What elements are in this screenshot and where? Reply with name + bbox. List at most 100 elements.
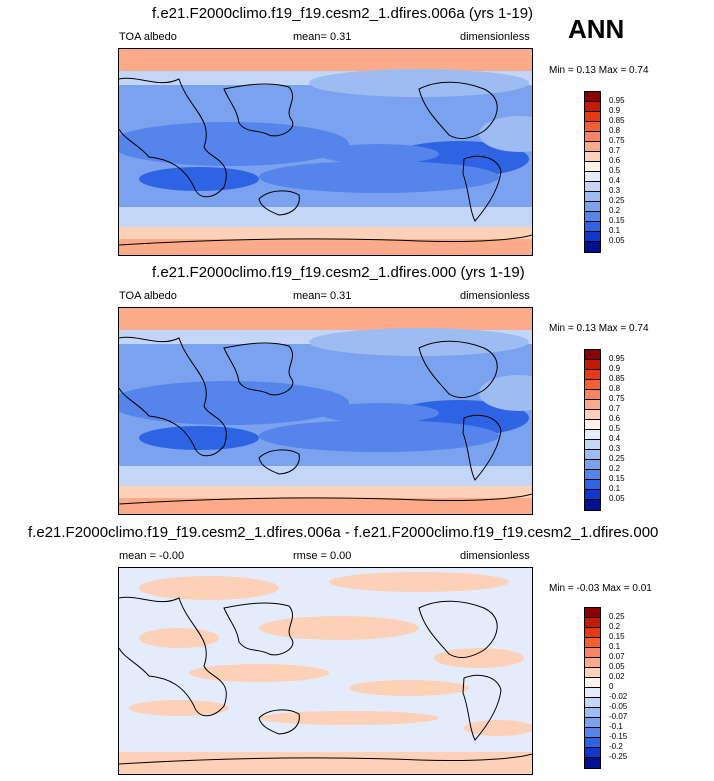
colorbar-tick-label: 0.1 — [609, 226, 621, 235]
colorbar-tick-label: 0.02 — [609, 672, 625, 681]
colorbar-swatch — [585, 410, 600, 420]
colorbar-swatch — [585, 350, 600, 360]
colorbar-swatch — [585, 400, 600, 410]
colorbar-swatch — [585, 638, 600, 648]
panel-1-minmax: Min = 0.13 Max = 0.74 — [549, 65, 649, 76]
colorbar-swatch — [585, 440, 600, 450]
colorbar-swatch — [585, 658, 600, 668]
colorbar-swatch — [585, 232, 600, 242]
colorbar-swatch — [585, 648, 600, 658]
colorbar-tick-label: 0.85 — [609, 116, 625, 125]
colorbar-tick-label: 0.5 — [609, 424, 621, 433]
colorbar-swatch — [585, 618, 600, 628]
colorbar-tick-label: 0.05 — [609, 236, 625, 245]
colorbar-tick-label: -0.07 — [609, 712, 628, 721]
panel-2-minmax: Min = 0.13 Max = 0.74 — [549, 323, 649, 334]
colorbar-tick-label: 0.8 — [609, 384, 621, 393]
panel-2-colorbar — [584, 349, 601, 511]
colorbar-tick-label: 0.2 — [609, 622, 621, 631]
colorbar-tick-label: 0.2 — [609, 464, 621, 473]
colorbar-swatch — [585, 92, 600, 102]
colorbar-swatch — [585, 112, 600, 122]
colorbar-tick-label: 0.3 — [609, 444, 621, 453]
colorbar-swatch — [585, 628, 600, 638]
panel-1-mean: mean= 0.31 — [293, 31, 352, 43]
colorbar-tick-label: 0.85 — [609, 374, 625, 383]
panel-3-rmse: rmse = 0.00 — [293, 550, 352, 562]
colorbar-swatch — [585, 390, 600, 400]
colorbar-tick-label: -0.2 — [609, 742, 623, 751]
colorbar-tick-label: 0.3 — [609, 186, 621, 195]
colorbar-tick-label: 0.4 — [609, 434, 621, 443]
colorbar-swatch — [585, 460, 600, 470]
colorbar-tick-label: 0.05 — [609, 494, 625, 503]
colorbar-swatch — [585, 698, 600, 708]
colorbar-swatch — [585, 202, 600, 212]
colorbar-swatch — [585, 500, 600, 510]
colorbar-swatch — [585, 608, 600, 618]
colorbar-swatch — [585, 212, 600, 222]
colorbar-swatch — [585, 242, 600, 252]
panel-3-minmax: Min = -0.03 Max = 0.01 — [549, 583, 652, 594]
colorbar-tick-label: 0.25 — [609, 454, 625, 463]
panel-2-map — [118, 307, 533, 515]
colorbar-tick-label: 0.4 — [609, 176, 621, 185]
colorbar-swatch — [585, 758, 600, 768]
colorbar-tick-label: 0.95 — [609, 354, 625, 363]
panel-3-map — [118, 567, 533, 775]
panel-3-mean: mean = -0.00 — [119, 550, 185, 562]
colorbar-swatch — [585, 182, 600, 192]
colorbar-tick-label: 0.15 — [609, 632, 625, 641]
colorbar-swatch — [585, 728, 600, 738]
colorbar-swatch — [585, 152, 600, 162]
colorbar-tick-label: -0.1 — [609, 722, 623, 731]
colorbar-tick-label: 0.9 — [609, 364, 621, 373]
colorbar-tick-label: 0.6 — [609, 414, 621, 423]
season-label: ANN — [568, 14, 625, 44]
colorbar-tick-label: 0.05 — [609, 662, 625, 671]
colorbar-tick-label: 0.2 — [609, 206, 621, 215]
colorbar-swatch — [585, 192, 600, 202]
panel-2-title: f.e21.F2000climo.f19_f19.cesm2_1.dfires.… — [152, 264, 525, 281]
colorbar-swatch — [585, 480, 600, 490]
panel-3-colorbar — [584, 607, 601, 769]
colorbar-swatch — [585, 668, 600, 678]
colorbar-swatch — [585, 738, 600, 748]
colorbar-tick-label: 0.6 — [609, 156, 621, 165]
colorbar-swatch — [585, 470, 600, 480]
colorbar-tick-label: 0.1 — [609, 642, 621, 651]
panel-1-map — [118, 48, 533, 256]
colorbar-tick-label: 0.25 — [609, 196, 625, 205]
panel-1-title: f.e21.F2000climo.f19_f19.cesm2_1.dfires.… — [152, 5, 534, 22]
colorbar-tick-label: 0.95 — [609, 96, 625, 105]
colorbar-tick-label: 0.15 — [609, 216, 625, 225]
colorbar-tick-label: 0.25 — [609, 612, 625, 621]
colorbar-tick-label: -0.15 — [609, 732, 628, 741]
colorbar-swatch — [585, 102, 600, 112]
colorbar-swatch — [585, 748, 600, 758]
panel-3-units: dimensionless — [460, 550, 530, 562]
colorbar-tick-label: 0.75 — [609, 394, 625, 403]
colorbar-swatch — [585, 380, 600, 390]
colorbar-swatch — [585, 708, 600, 718]
colorbar-swatch — [585, 162, 600, 172]
colorbar-tick-label: 0.15 — [609, 474, 625, 483]
colorbar-swatch — [585, 718, 600, 728]
colorbar-swatch — [585, 420, 600, 430]
colorbar-swatch — [585, 142, 600, 152]
colorbar-tick-label: 0.7 — [609, 404, 621, 413]
colorbar-swatch — [585, 222, 600, 232]
colorbar-tick-label: -0.05 — [609, 702, 628, 711]
colorbar-tick-label: -0.25 — [609, 752, 628, 761]
colorbar-tick-label: 0.1 — [609, 484, 621, 493]
colorbar-swatch — [585, 490, 600, 500]
panel-2-variable: TOA albedo — [119, 290, 177, 302]
panel-2-mean: mean= 0.31 — [293, 290, 352, 302]
colorbar-swatch — [585, 122, 600, 132]
panel-1-variable: TOA albedo — [119, 31, 177, 43]
panel-1-units: dimensionless — [460, 31, 530, 43]
colorbar-tick-label: 0.8 — [609, 126, 621, 135]
colorbar-swatch — [585, 172, 600, 182]
colorbar-tick-label: 0.07 — [609, 652, 625, 661]
colorbar-tick-label: 0.75 — [609, 136, 625, 145]
